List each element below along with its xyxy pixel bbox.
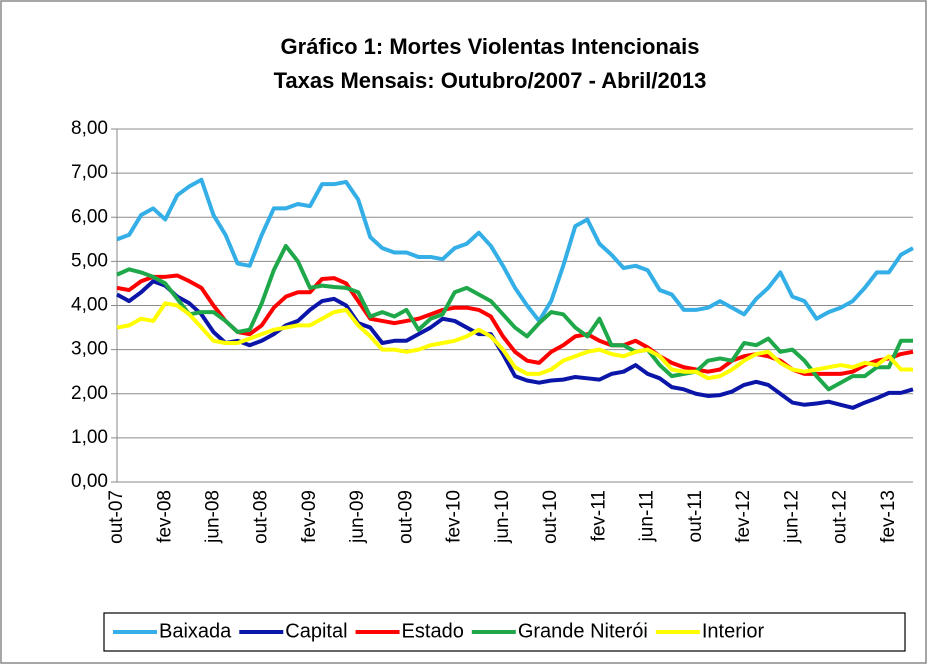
x-tick-label: out-11 bbox=[685, 490, 706, 542]
series-line bbox=[116, 279, 914, 410]
x-tick-label: out-09 bbox=[395, 490, 416, 544]
x-tick-label: fev-13 bbox=[878, 490, 899, 543]
series-line bbox=[116, 177, 914, 323]
x-tick-label: fev-09 bbox=[299, 490, 320, 543]
y-tick-label: 8,00 bbox=[71, 118, 108, 139]
x-tick-label: out-07 bbox=[106, 490, 127, 544]
series-line bbox=[116, 301, 913, 381]
y-tick-label: 0,00 bbox=[71, 471, 108, 492]
x-tick-label: jun-12 bbox=[781, 490, 802, 544]
x-tick-label: fev-08 bbox=[154, 490, 175, 543]
x-tick-label: jun-11 bbox=[637, 490, 658, 542]
y-tick-label: 5,00 bbox=[71, 250, 108, 271]
x-tick-label: fev-10 bbox=[444, 490, 465, 543]
legend-label: Estado bbox=[402, 620, 464, 642]
x-tick-label: out-10 bbox=[540, 490, 561, 544]
x-tick-label: jun-10 bbox=[492, 490, 513, 544]
y-tick-label: 4,00 bbox=[71, 295, 108, 316]
x-tick-label: out-12 bbox=[830, 490, 851, 544]
x-tick-label: jun-08 bbox=[203, 490, 224, 544]
legend-label: Capital bbox=[285, 620, 347, 642]
x-tick-label: fev-11 bbox=[588, 490, 609, 541]
legend-label: Baixada bbox=[159, 620, 232, 642]
legend-label: Interior bbox=[702, 620, 765, 642]
y-tick-label: 2,00 bbox=[71, 383, 108, 404]
x-tick-label: fev-12 bbox=[733, 490, 754, 543]
chart-subtitle: Taxas Mensais: Outubro/2007 - Abril/2013 bbox=[274, 68, 707, 93]
x-tick-label: out-08 bbox=[251, 490, 272, 544]
x-tick-label: jun-09 bbox=[347, 490, 368, 544]
y-tick-label: 1,00 bbox=[71, 427, 108, 448]
y-tick-label: 3,00 bbox=[71, 339, 108, 360]
y-tick-label: 7,00 bbox=[71, 162, 108, 183]
legend-label: Grande Niterói bbox=[518, 620, 648, 642]
series-line bbox=[116, 243, 913, 392]
chart-title: Gráfico 1: Mortes Violentas Intencionais bbox=[281, 34, 700, 59]
y-tick-label: 6,00 bbox=[71, 206, 108, 227]
